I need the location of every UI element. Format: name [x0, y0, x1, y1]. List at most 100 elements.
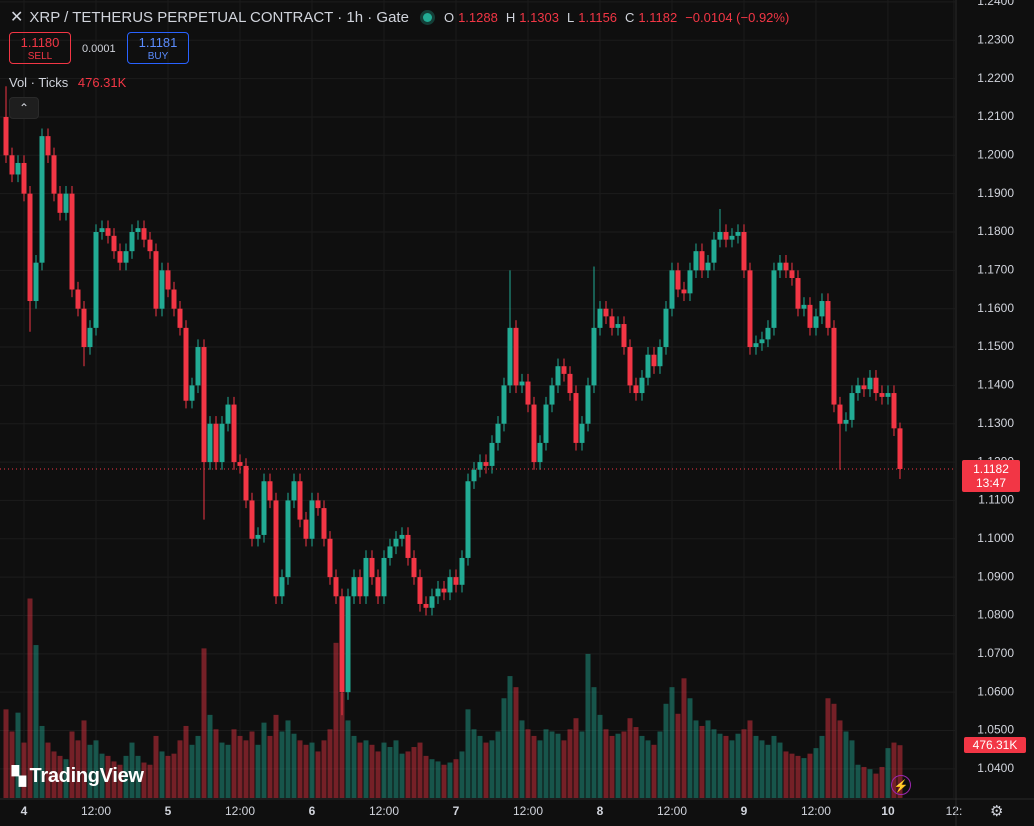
volume-bar	[267, 735, 273, 798]
candle-body	[753, 343, 759, 348]
candle-body	[483, 462, 489, 466]
y-tick-label: 1.1500	[977, 339, 1014, 353]
volume-bar	[27, 598, 33, 798]
ohlc-value: 1.1156	[578, 9, 618, 25]
candle-body	[795, 278, 801, 309]
candle-body	[63, 193, 69, 213]
candle-body	[693, 251, 699, 271]
candle-body	[873, 377, 879, 394]
candle-body	[177, 308, 183, 328]
candle-body	[117, 251, 123, 263]
candle-body	[69, 193, 75, 290]
volume-bar	[621, 731, 627, 798]
volume-bar	[885, 748, 891, 798]
candle-body	[759, 339, 765, 344]
volume-bar	[867, 769, 873, 798]
y-tick-label: 1.0700	[977, 646, 1014, 660]
volume-bar	[165, 755, 171, 798]
candle-body	[87, 327, 93, 348]
volume-bar	[567, 729, 573, 798]
y-tick-label: 1.0600	[977, 684, 1014, 698]
volume-bar	[489, 740, 495, 798]
volume-bar	[219, 742, 225, 798]
volume-bar	[789, 753, 795, 798]
volume-bar	[639, 735, 645, 798]
candle-body	[231, 404, 237, 463]
x-tick-label: 12:	[946, 804, 963, 818]
candle-body	[603, 308, 609, 317]
ohlc-key: C	[625, 9, 635, 25]
volume-bar	[291, 733, 297, 798]
x-tick-label: 12:00	[801, 804, 831, 818]
candle-body	[579, 423, 585, 443]
status-dot	[422, 12, 432, 22]
volume-bar	[549, 731, 555, 798]
x-tick-label: 10	[881, 804, 895, 818]
x-tick-label: 4	[21, 804, 28, 818]
lightning-button[interactable]: ⚡	[891, 775, 911, 795]
candle-body	[879, 393, 885, 397]
price-tag-countdown: 13:47	[975, 476, 1007, 490]
volume-bar	[651, 744, 657, 798]
volume-bar	[147, 764, 153, 798]
volume-bar	[327, 729, 333, 798]
candle-body	[585, 385, 591, 424]
volume-bar	[15, 712, 21, 798]
volume-bar	[711, 729, 717, 798]
volume-bar	[183, 725, 189, 798]
volume-bar	[177, 740, 183, 798]
volume-bar	[453, 759, 459, 798]
volume-bar	[411, 747, 417, 798]
candle-body	[27, 193, 33, 302]
candle-body	[33, 262, 39, 302]
candle-body	[783, 262, 789, 271]
volume-bar	[459, 751, 465, 798]
settings-button[interactable]: ⚙	[990, 803, 1004, 820]
ohlc-key: H	[505, 9, 516, 25]
buy-label: BUY	[147, 51, 169, 62]
volume-title: Vol · Ticks	[9, 75, 69, 90]
volume-bar	[345, 720, 351, 798]
volume-bar	[381, 742, 387, 798]
candle-body	[477, 462, 483, 470]
symbol-title[interactable]: XRP / TETHERUS PERPETUAL CONTRACT · 1h ·…	[29, 8, 409, 26]
candle-body	[411, 557, 417, 578]
candle-body	[435, 588, 441, 597]
buy-button[interactable]: 1.1181 BUY	[127, 32, 189, 64]
volume-bar	[363, 740, 369, 798]
volume-bar	[609, 735, 615, 798]
sell-button[interactable]: 1.1180 SELL	[9, 32, 71, 64]
candle-body	[735, 231, 741, 236]
volume-bar	[897, 745, 903, 798]
y-tick-label: 1.1900	[977, 186, 1014, 200]
ohlc: O 1.1288 H 1.1303 L 1.1156 C 1.1182 −0.0104 …	[444, 10, 789, 25]
candle-body	[423, 603, 429, 608]
volume-bar	[111, 761, 117, 798]
candle-body	[705, 262, 711, 271]
volume-bar	[369, 744, 375, 798]
volume-bar	[105, 755, 111, 798]
candle-body	[717, 231, 723, 240]
volume-bar	[123, 755, 129, 798]
candle-body	[429, 596, 435, 608]
volume-bar	[303, 744, 309, 798]
candle-body	[339, 596, 345, 693]
candle-body	[153, 251, 159, 309]
volume-bar	[891, 742, 897, 798]
volume-bar	[435, 761, 441, 798]
volume-bar	[669, 687, 675, 798]
volume-bar	[819, 735, 825, 798]
volume-bar	[873, 773, 879, 798]
y-tick-label: 1.0800	[977, 608, 1014, 622]
volume-bar	[333, 642, 339, 798]
candle-body	[399, 534, 405, 539]
volume-bar	[663, 703, 669, 798]
y-tick-label: 1.1400	[977, 378, 1014, 392]
volume-bar	[477, 735, 483, 798]
volume-bar	[243, 740, 249, 798]
collapse-button[interactable]: ⌃	[9, 97, 39, 119]
volume-bar	[189, 744, 195, 798]
candle-body	[597, 308, 603, 328]
candle-body	[279, 577, 285, 597]
volume-bar	[387, 747, 393, 798]
